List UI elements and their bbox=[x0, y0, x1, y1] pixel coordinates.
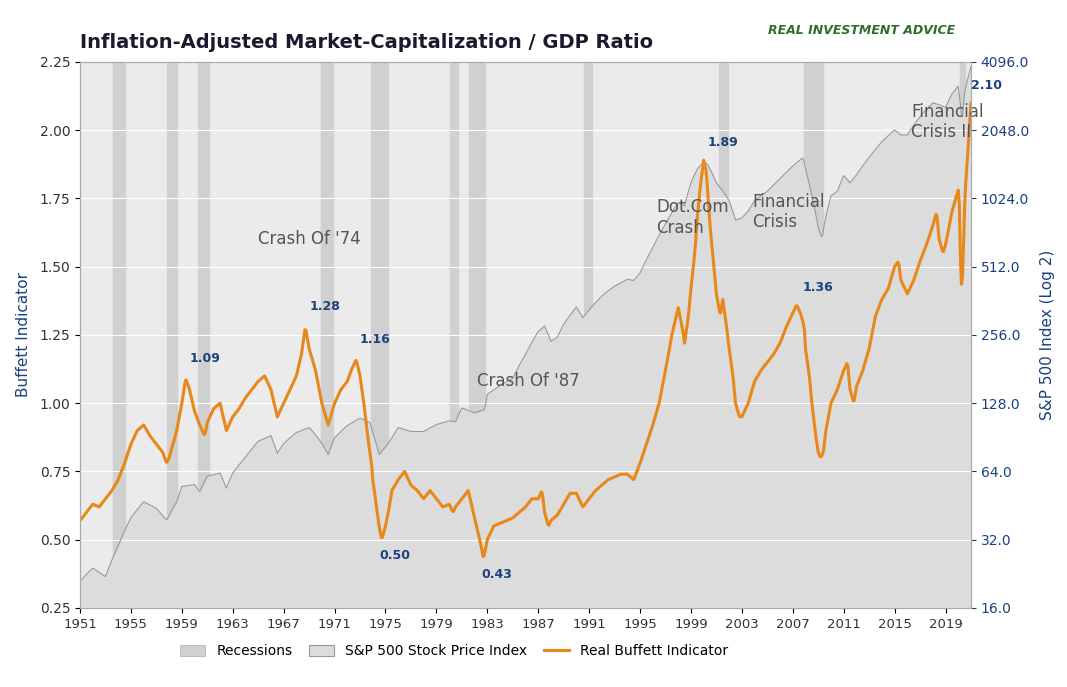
Y-axis label: S&P 500 Index (Log 2): S&P 500 Index (Log 2) bbox=[1040, 250, 1055, 420]
Bar bbox=[166, 62, 177, 608]
Bar bbox=[469, 62, 484, 608]
Bar bbox=[719, 62, 728, 608]
Text: 1.09: 1.09 bbox=[190, 352, 221, 365]
Y-axis label: Buffett Indicator: Buffett Indicator bbox=[16, 273, 31, 397]
Text: Dot.Com
Crash: Dot.Com Crash bbox=[656, 198, 729, 237]
Text: 0.50: 0.50 bbox=[379, 549, 410, 561]
Text: 1.28: 1.28 bbox=[309, 300, 340, 313]
Bar bbox=[198, 62, 208, 608]
Text: 0.43: 0.43 bbox=[481, 567, 512, 581]
Bar bbox=[805, 62, 824, 608]
Bar bbox=[959, 62, 965, 608]
Bar bbox=[113, 62, 125, 608]
Text: 1.36: 1.36 bbox=[803, 281, 833, 294]
Bar bbox=[371, 62, 388, 608]
Text: REAL INVESTMENT ADVICE: REAL INVESTMENT ADVICE bbox=[768, 24, 955, 37]
Bar bbox=[584, 62, 592, 608]
Text: 1.89: 1.89 bbox=[707, 136, 738, 149]
Text: Crash Of '74: Crash Of '74 bbox=[258, 230, 361, 248]
Legend: Recessions, S&P 500 Stock Price Index, Real Buffett Indicator: Recessions, S&P 500 Stock Price Index, R… bbox=[175, 639, 734, 664]
Text: 2.10: 2.10 bbox=[971, 79, 1002, 92]
Bar bbox=[450, 62, 458, 608]
Text: Financial
Crisis II: Financial Crisis II bbox=[911, 102, 984, 142]
Text: Inflation-Adjusted Market-Capitalization / GDP Ratio: Inflation-Adjusted Market-Capitalization… bbox=[80, 33, 653, 52]
Bar bbox=[320, 62, 333, 608]
Text: Financial
Crisis: Financial Crisis bbox=[752, 192, 825, 232]
Text: Crash Of '87: Crash Of '87 bbox=[477, 372, 579, 390]
Text: 1.16: 1.16 bbox=[360, 333, 391, 346]
